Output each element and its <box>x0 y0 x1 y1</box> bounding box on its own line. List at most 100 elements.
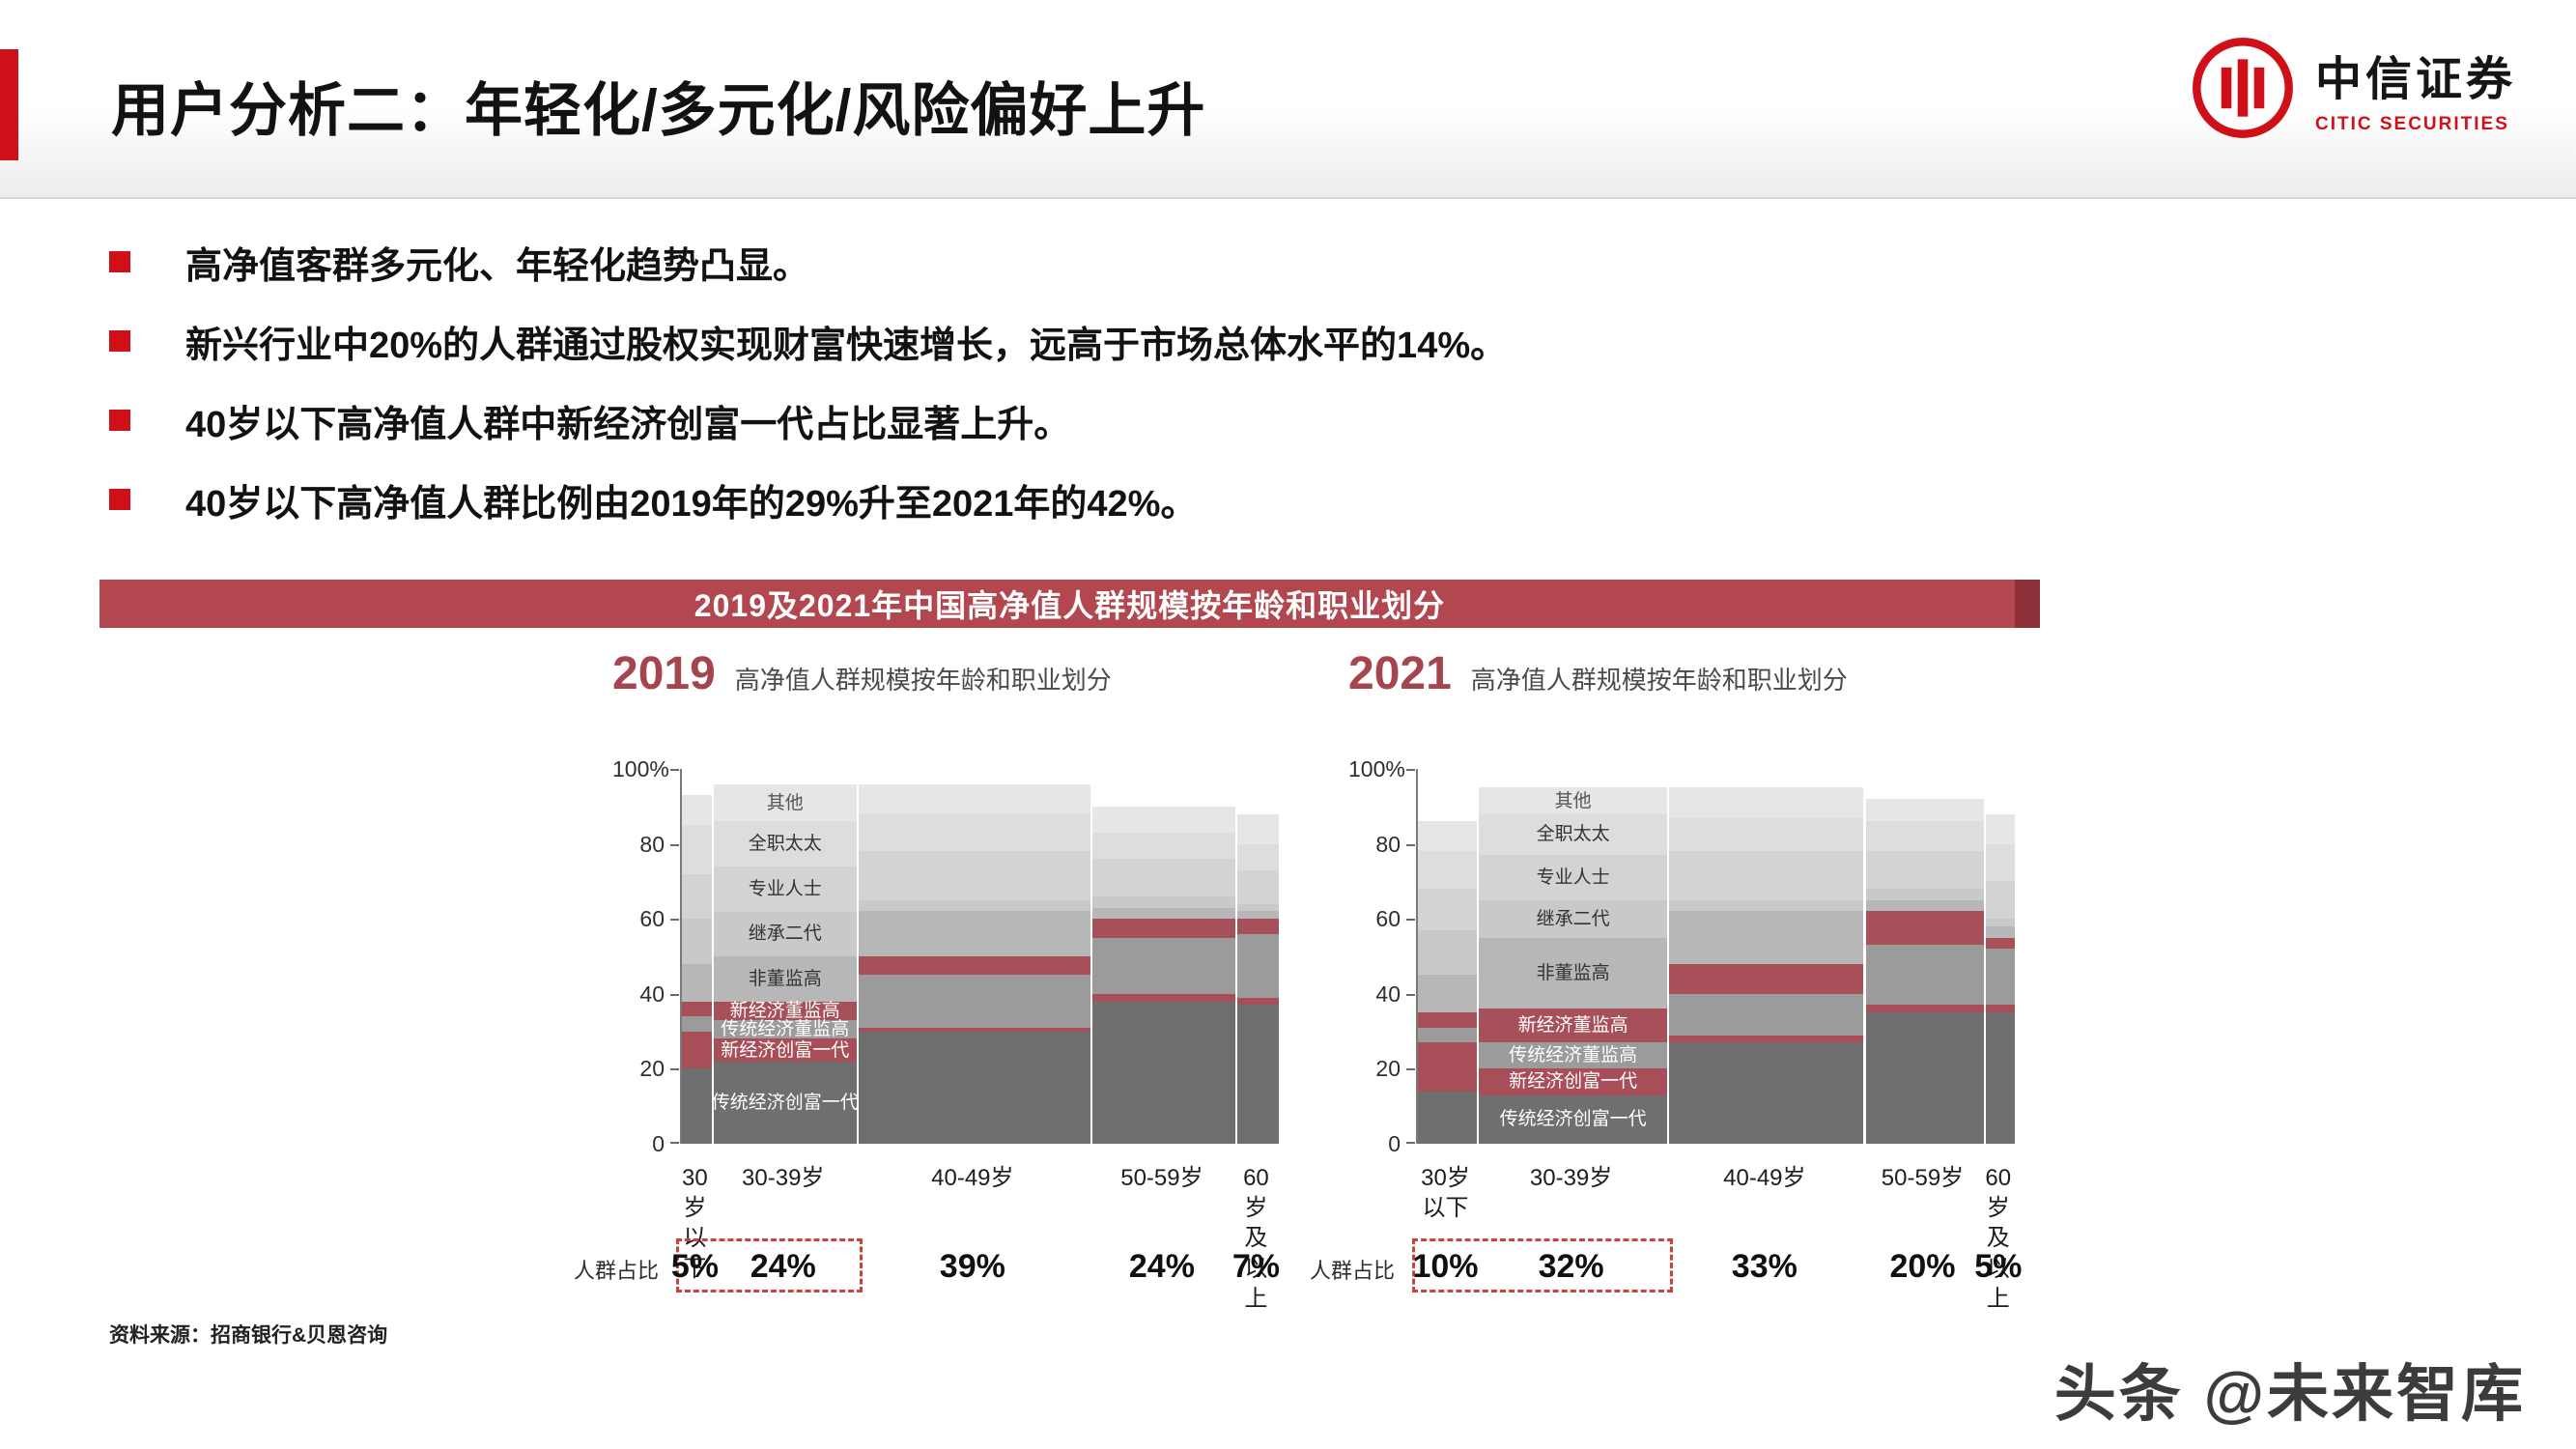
mekko-segment <box>1418 1012 1477 1028</box>
mekko-segment <box>1418 929 1477 976</box>
mekko-segment <box>682 1001 712 1017</box>
category-label: 其他 <box>766 792 804 813</box>
x-axis: 30岁 以下 30-39岁 40-49岁 50-59岁 60岁 及以上 <box>612 1155 1277 1312</box>
charts-row: 2019 高净值人群规模按年龄和职业划分 100% 80 60 40 20 0 传统经济创富… <box>574 647 2022 1312</box>
mekko-segment <box>1985 1005 2015 1013</box>
chart-title: 2021 高净值人群规模按年龄和职业划分 <box>1348 647 2013 699</box>
x-axis-label: 50-59岁 <box>1881 1165 1965 1191</box>
highlight-dashed-box <box>1412 1238 1674 1293</box>
y-axis-tick <box>1406 993 1415 996</box>
category-label: 全职太太 <box>748 834 822 855</box>
mekko-segment <box>1418 851 1477 890</box>
share-percentage: 20% <box>1889 1248 1956 1285</box>
citic-logo-text: 中信证券 CITIC SECURITIES <box>2315 41 2516 135</box>
mekko-segment <box>682 825 712 874</box>
mekko-column-3 <box>1091 769 1235 1144</box>
mekko-segment <box>1236 1005 1279 1144</box>
x-axis-label: 60岁 及以上 <box>1985 1165 2012 1312</box>
mekko-segment: 新经济创富一代 <box>1479 1068 1668 1095</box>
mekko-segment: 专业人士 <box>713 866 857 912</box>
share-percentage: 33% <box>1731 1248 1798 1285</box>
mekko-chart-2019: 100% 80 60 40 20 0 传统经济创富一代 新经济创富一代 传统经济董监高 新经济董监… <box>574 756 1280 1312</box>
mekko-segment <box>1865 1012 1984 1144</box>
mekko-segment <box>858 813 1090 852</box>
mekko-segment <box>1865 911 1984 946</box>
mekko-segment <box>1669 817 1864 852</box>
mekko-segment <box>1669 993 1864 1036</box>
mekko-segment <box>1091 833 1235 860</box>
mekko-segment <box>1865 945 1984 1006</box>
share-percentage: 24% <box>750 1248 816 1285</box>
y-axis-label: 20 <box>1375 1056 1401 1082</box>
x-axis-label: 40-49岁 <box>1723 1165 1806 1191</box>
mekko-segment <box>858 975 1090 1028</box>
citic-logo: 中信证券 CITIC SECURITIES <box>2192 37 2516 139</box>
section-banner-cap <box>2015 580 2040 628</box>
share-percentage: 24% <box>1128 1248 1195 1285</box>
mekko-segment <box>1985 881 2015 920</box>
watermark: 头条 @未来智库 <box>2053 1359 2526 1429</box>
mekko-segment <box>1091 806 1235 834</box>
bullet-text: 新兴行业中20%的人群通过股权实现财富快速增长，远高于市场总体水平的14%。 <box>185 325 1508 366</box>
category-label: 其他 <box>1554 790 1592 811</box>
y-axis-label: 100% <box>612 756 669 781</box>
mekko-plot: 传统经济创富一代 新经济创富一代 传统经济董监高 新经济董监高 非董监高 继承二代 专业人士… <box>1416 769 2015 1144</box>
mekko-column-3 <box>1865 769 1984 1144</box>
chart-title: 2019 高净值人群规模按年龄和职业划分 <box>612 647 1277 699</box>
share-row-label: 人群占比 <box>574 1259 660 1283</box>
mekko-segment <box>682 919 712 964</box>
mekko-segment <box>858 1031 1090 1144</box>
section-banner: 2019及2021年中国高净值人群规模按年龄和职业划分 <box>99 580 2040 628</box>
y-axis-label: 0 <box>652 1131 665 1156</box>
mekko-segment: 传统经济董监高 <box>713 1019 857 1040</box>
mekko-segment <box>1669 1042 1864 1144</box>
mekko-segment <box>1669 787 1864 818</box>
mekko-column-4 <box>1985 769 2015 1144</box>
source-note: 资料来源：招商银行&贝恩咨询 <box>109 1324 388 1347</box>
mekko-segment: 新经济创富一代 <box>713 1038 857 1062</box>
mekko-segment <box>1418 975 1477 1013</box>
mekko-segment <box>682 963 712 1002</box>
y-axis-label: 100% <box>1348 756 1405 781</box>
citic-logo-icon <box>2193 38 2293 138</box>
mekko-segment <box>1985 926 2015 938</box>
bullet-text: 40岁以下高净值人群比例由2019年的29%升至2021年的42%。 <box>185 483 1198 525</box>
bullet-marker-icon <box>109 251 130 272</box>
logo-name-en: CITIC SECURITIES <box>2314 114 2509 134</box>
mekko-segment <box>1669 911 1864 964</box>
y-axis-tick <box>1406 769 1415 771</box>
mekko-segment: 非董监高 <box>1479 937 1668 1009</box>
y-axis-label: 60 <box>639 906 665 932</box>
highlight-dashed-box <box>676 1238 863 1293</box>
mekko-segment <box>858 899 1090 912</box>
x-axis-label: 40-49岁 <box>931 1165 1014 1191</box>
bullet-marker-icon <box>109 410 130 431</box>
mekko-chart-2021: 100% 80 60 40 20 0 传统经济创富一代 新经济创富一代 传统经济董监高 新经济董监… <box>1310 756 2022 1312</box>
y-axis-tick <box>670 843 679 846</box>
mekko-segment <box>682 873 712 920</box>
mekko-segment <box>1236 869 1279 904</box>
category-label: 传统经济董监高 <box>721 1019 850 1040</box>
mekko-segment <box>682 1016 712 1032</box>
chart-year-label: 2021 <box>1348 648 1452 699</box>
chart-subtitle: 高净值人群规模按年龄和职业划分 <box>734 666 1112 695</box>
mekko-segment <box>1091 937 1235 994</box>
share-row-label: 人群占比 <box>1310 1259 1396 1283</box>
mekko-segment: 非董监高 <box>713 956 857 1002</box>
y-axis-tick <box>1406 1068 1415 1071</box>
mekko-segment <box>858 783 1090 814</box>
mekko-segment: 其他 <box>713 783 857 822</box>
mekko-segment <box>1418 1042 1477 1092</box>
bullet-item: 40岁以下高净值人群中新经济创富一代占比显著上升。 <box>109 395 1507 445</box>
bullet-marker-icon <box>109 489 130 510</box>
category-label: 新经济董监高 <box>1517 1015 1628 1037</box>
mekko-segment <box>1985 813 2015 844</box>
mekko-column-2 <box>858 769 1090 1144</box>
plot-area: 100% 80 60 40 20 0 传统经济创富一代 新经济创富一代 传统经济董监高 新经济董监… <box>612 756 1279 1156</box>
mekko-segment <box>1669 963 1864 994</box>
mekko-segment <box>1418 821 1477 852</box>
mekko-segment <box>858 1027 1090 1032</box>
x-axis: 30岁 以下 30-39岁 40-49岁 50-59岁 60岁 及以上 <box>1348 1155 2013 1312</box>
y-axis-tick <box>670 1068 679 1071</box>
share-percentage: 7% <box>1231 1248 1280 1285</box>
